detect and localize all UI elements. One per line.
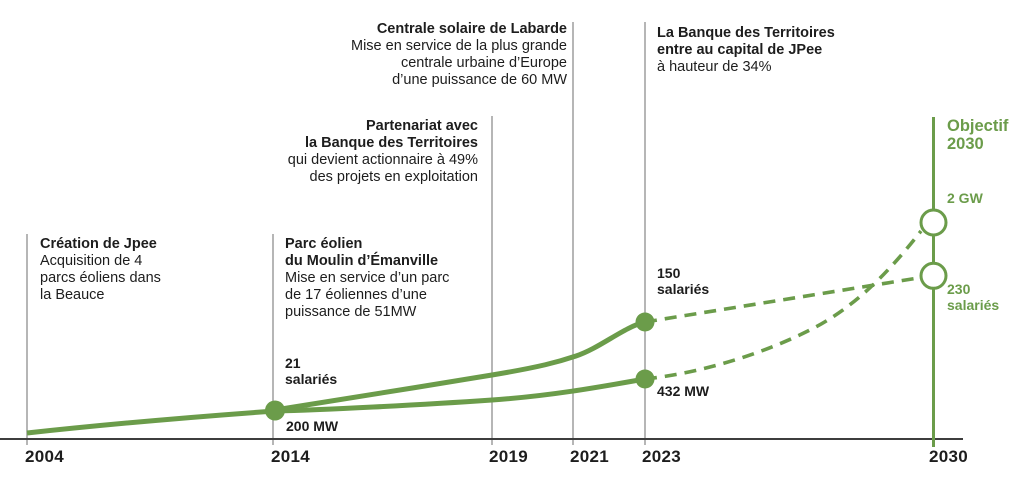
label-2gw-2030: 2 GW <box>947 190 983 206</box>
annotation-body-line: des projets en exploitation <box>309 169 478 185</box>
annotation-body-line: Mise en service de la plus grande <box>350 38 567 54</box>
axis-year-2021: 2021 <box>570 447 610 466</box>
label-line: Objectif <box>947 117 1009 135</box>
annotation-body-line: Acquisition de 4 <box>40 253 143 269</box>
annotation-body-line: centrale urbaine d’Europe <box>400 55 567 71</box>
axis-year-2023: 2023 <box>642 447 682 466</box>
annotation-body-line: parcs éoliens dans <box>40 270 161 286</box>
annotation-body-line: puissance de 51MW <box>285 304 417 320</box>
annotation-body-line: d’une puissance de 60 MW <box>392 72 567 88</box>
axis-year-2014: 2014 <box>271 447 311 466</box>
annotation-title: La Banque des Territoires <box>657 25 835 41</box>
label-salaries-2030: 230 salariés <box>947 281 1000 313</box>
history-line-2004-2014 <box>26 408 276 436</box>
annotation-title: Création de Jpee <box>40 236 157 252</box>
annotation-title: Partenariat avec <box>365 118 478 134</box>
label-objectif-2030: Objectif 2030 <box>947 117 1008 153</box>
mw-line <box>274 376 646 414</box>
label-salaries-2023: 150 salariés <box>657 265 710 297</box>
annotation-body-line: de 17 éoliennes d’une <box>285 287 427 303</box>
target-2gw-circle <box>919 208 948 237</box>
annotation-title: la Banque des Territoires <box>305 135 478 151</box>
axis-year-2004: 2004 <box>25 447 65 466</box>
annotation-title: entre au capital de JPee <box>657 42 823 58</box>
annotation-parc-eolien: Parc éolien du Moulin d’Émanville Mise e… <box>285 236 449 321</box>
annotation-partenariat: Partenariat avec la Banque des Territoir… <box>288 118 478 186</box>
label-mw-2023: 432 MW <box>657 383 710 399</box>
annotation-body-line: à hauteur de 34% <box>657 59 772 75</box>
label-line: salariés <box>285 370 338 387</box>
annotation-title: Parc éolien <box>285 236 363 252</box>
dot-2014 <box>265 400 285 421</box>
target-230-salaries-circle <box>919 261 948 290</box>
axis-year-2019: 2019 <box>489 447 529 466</box>
annotation-body-line: qui devient actionnaire à 49% <box>287 152 478 168</box>
annotation-bdt-capital: La Banque des Territoires entre au capit… <box>657 25 835 76</box>
dot-2023-salaries <box>635 312 655 332</box>
annotation-title: du Moulin d’Émanville <box>285 253 439 269</box>
label-line: 2030 <box>947 135 984 153</box>
label-line: 21 <box>285 355 301 371</box>
dot-2023-mw <box>635 369 655 389</box>
label-line: salariés <box>947 296 1000 313</box>
label-salaries-2014: 21 salariés <box>285 355 338 387</box>
label-line: 150 <box>657 265 681 281</box>
label-line: salariés <box>657 280 710 297</box>
axis-year-2030: 2030 <box>929 447 969 466</box>
annotation-title: Centrale solaire de Labarde <box>376 21 567 37</box>
annotation-creation-jpee: Création de Jpee Acquisition de 4 parcs … <box>40 236 161 304</box>
label-line: 230 <box>947 281 971 297</box>
annotation-labarde: Centrale solaire de Labarde Mise en serv… <box>351 21 567 89</box>
label-mw-2014: 200 MW <box>286 418 339 434</box>
salaries-line <box>274 319 646 413</box>
annotation-body-line: Mise en service d’un parc <box>285 270 450 286</box>
annotation-body-line: la Beauce <box>40 287 105 303</box>
mw-projection-dashed-line <box>644 229 923 381</box>
